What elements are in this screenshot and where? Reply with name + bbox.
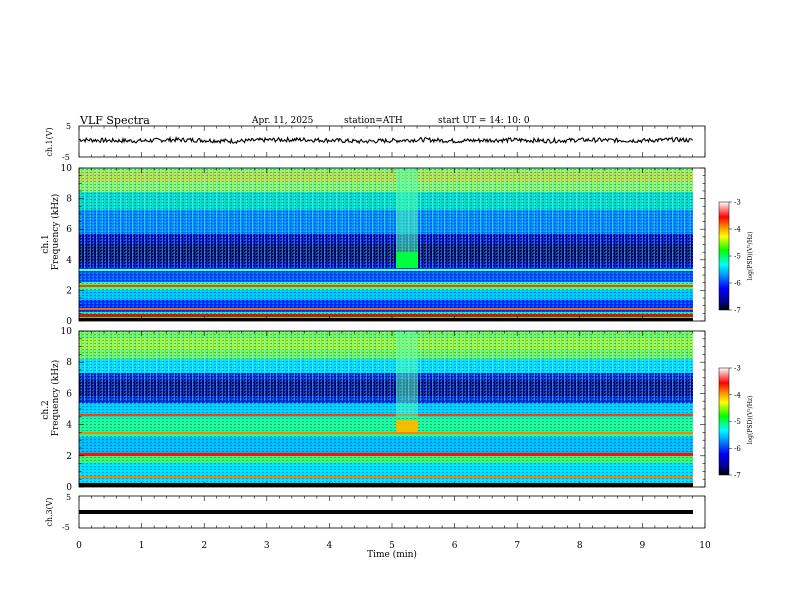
ch1-spectrogram-ytick-label: 8 (66, 195, 72, 205)
x-tick-label: 1 (139, 541, 145, 551)
x-tick-label: 9 (640, 541, 646, 551)
ch2-spectrogram-ytick-label: 10 (61, 327, 73, 337)
x-tick-label: 7 (514, 541, 520, 551)
ch2-spectrogram-ytick-label: 2 (66, 452, 72, 462)
ch1-colorbar-tick-label: -7 (734, 307, 741, 315)
ch1-spectrogram-ylabel-line1: ch.1 (41, 234, 51, 253)
ch3-ytick-top: 5 (66, 493, 71, 502)
x-tick-label: 5 (389, 541, 395, 551)
ch2-colorbar-tick-label: -3 (734, 365, 741, 373)
ch2-spectrogram-ylabel-line2: Frequency (kHz) (50, 360, 61, 437)
ch2-colorbar-tick-label: -7 (734, 472, 741, 480)
x-tick-label: 8 (577, 541, 583, 551)
ch2-spectrogram-ytick-label: 0 (66, 483, 72, 493)
x-axis-label: Time (min) (367, 549, 417, 560)
ch2-spectrogram-ytick-label: 8 (66, 358, 72, 368)
ch3-voltage-ylabel: ch.3(V) (45, 497, 54, 526)
ch2-spectrogram-panel: 0 2 4 6 8 10 ch.2 Frequency (kHz) (41, 327, 706, 493)
ch1-colorbar-tick-label: -3 (734, 199, 741, 207)
ch1-spectrogram-ytick-label: 2 (66, 286, 72, 296)
ch1-colorbar-tick-label: -5 (734, 253, 741, 261)
ch1-spectrogram-panel: 0 2 4 6 8 10 ch.1 Frequency (kHz) (41, 164, 706, 327)
x-tick-label: 6 (452, 541, 458, 551)
ch3-voltage-trace (79, 510, 693, 514)
ch1-ytick-top: 5 (66, 122, 71, 131)
ch2-colorbar-tick-label: -5 (734, 418, 741, 426)
figure-title: VLF Spectra (79, 114, 150, 127)
ch3-ytick-bottom: -5 (62, 523, 70, 532)
x-axis-tick-labels: 0 1 2 3 4 5 6 7 8 9 10 (76, 541, 711, 551)
ch2-spectrogram-ytick-label: 6 (66, 389, 72, 399)
ch1-spectrogram-ytick-label: 10 (61, 164, 73, 174)
ch2-colorbar-tick-label: -6 (734, 445, 741, 453)
ch1-spectrogram-ylabel-line2: Frequency (kHz) (50, 194, 61, 271)
ch1-ytick-bottom: -5 (62, 153, 70, 162)
ch2-spectrogram-ylabel-line1: ch.2 (41, 400, 51, 419)
x-tick-label: 2 (201, 541, 207, 551)
ch1-voltage-panel: 5 -5 ch.1(V) (45, 122, 706, 162)
station-label: station=ATH (344, 116, 403, 126)
ch1-colorbar-tick-label: -4 (734, 226, 741, 234)
ch1-colorbar-label: log(PSD)(V²/Hz) (747, 232, 754, 281)
ch1-spectrogram-ytick-label: 4 (66, 256, 72, 266)
ch1-colorbar-tick-label: -6 (734, 280, 741, 288)
x-tick-label: 4 (327, 541, 333, 551)
x-tick-label: 0 (76, 541, 82, 551)
ch1-colorbar: -3 -4 -5 -6 -7 log(PSD)(V²/Hz) (718, 199, 754, 315)
ch1-voltage-trace (78, 135, 693, 145)
ch2-spectrogram-ytick-label: 4 (66, 421, 72, 431)
x-tick-label: 3 (264, 541, 270, 551)
date-label: Apr. 11, 2025 (251, 116, 314, 126)
ch1-voltage-ylabel: ch.1(V) (45, 127, 54, 156)
ch2-colorbar: -3 -4 -5 -6 -7 log(PSD)(V²/Hz) (718, 365, 754, 480)
ch3-voltage-panel: 5 -5 ch.3(V) (45, 493, 706, 532)
ch1-spectrogram-ytick-label: 0 (66, 317, 72, 327)
ch2-colorbar-tick-label: -4 (734, 391, 741, 399)
x-tick-label: 10 (699, 541, 711, 551)
ch2-colorbar-label: log(PSD)(V²/Hz) (747, 396, 754, 445)
start-time-label: start UT = 14: 10: 0 (438, 116, 530, 126)
ch1-spectrogram-ytick-label: 6 (66, 225, 72, 235)
